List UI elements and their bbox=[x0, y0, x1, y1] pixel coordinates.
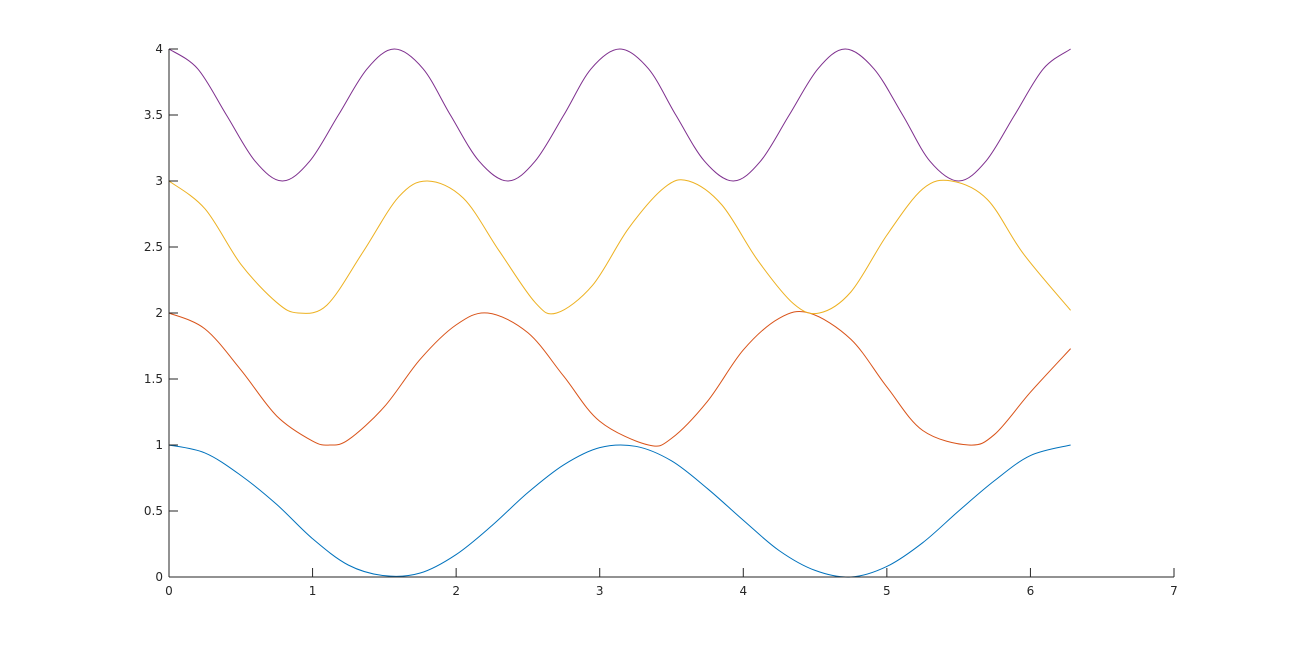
y-tick-label: 2.5 bbox=[144, 240, 163, 254]
x-tick-label: 0 bbox=[165, 584, 173, 598]
y-tick-label: 3 bbox=[155, 174, 163, 188]
series-line-1 bbox=[168, 444, 1071, 578]
series-line-2 bbox=[168, 310, 1071, 447]
y-tick-label: 4 bbox=[155, 42, 163, 56]
axes-layer: 0 1 2 3 4 5 6 7 0 0.5 1 1.5 2 2.5 3 3.5 4 bbox=[144, 42, 1178, 598]
y-tick-label: 0.5 bbox=[144, 504, 163, 518]
x-tick-label: 1 bbox=[309, 584, 317, 598]
y-tick-label: 2 bbox=[155, 306, 163, 320]
series-line-4 bbox=[168, 48, 1071, 182]
x-tick-label: 2 bbox=[452, 584, 460, 598]
x-tick-label: 3 bbox=[596, 584, 604, 598]
series-layer bbox=[168, 48, 1072, 578]
y-tick-label: 0 bbox=[155, 570, 163, 584]
y-tick-label: 1.5 bbox=[144, 372, 163, 386]
x-tick-label: 6 bbox=[1027, 584, 1035, 598]
series-line-3 bbox=[168, 179, 1072, 315]
y-tick-label: 1 bbox=[155, 438, 163, 452]
x-tick-label: 7 bbox=[1170, 584, 1178, 598]
y-tick-label: 3.5 bbox=[144, 108, 163, 122]
x-tick-label: 4 bbox=[739, 584, 747, 598]
x-tick-label: 5 bbox=[883, 584, 891, 598]
